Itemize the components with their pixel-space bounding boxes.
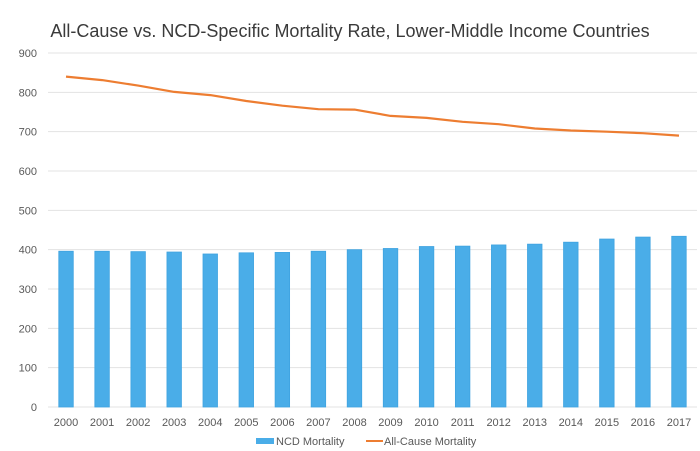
x-tick-label: 2015	[595, 417, 619, 429]
bar-ncd-mortality-2009	[382, 248, 399, 408]
legend-label-ncd-mortality: NCD Mortality	[276, 436, 345, 448]
legend-label-all-cause-mortality: All-Cause Mortality	[384, 436, 477, 448]
x-axis-ticks: 2000 2001 2002 2003 2004 2005 2006 2007 2008 2009…	[54, 417, 691, 429]
bar-ncd-mortality-2004	[202, 253, 218, 408]
bar-ncd-mortality-2008	[346, 249, 363, 408]
x-tick-label: 2009	[378, 417, 402, 429]
bar-ncd-mortality-2000	[58, 250, 74, 408]
bar-ncd-mortality-2017	[671, 235, 687, 408]
bar-ncd-mortality-2013	[527, 243, 543, 408]
bar-ncd-mortality-2015	[599, 238, 615, 408]
y-axis-ticks: 0 100 200 300 400 500 600 700 800 900	[19, 48, 37, 414]
y-tick-label: 500	[19, 205, 37, 217]
line-series	[65, 75, 680, 137]
x-tick-label: 2012	[486, 417, 510, 429]
bar-ncd-mortality-2006	[274, 252, 291, 408]
bar-ncd-mortality-2014	[563, 241, 579, 408]
bar-ncd-mortality-2003	[166, 251, 182, 408]
y-tick-label: 700	[19, 127, 37, 139]
bar-ncd-mortality-2011	[454, 245, 471, 408]
x-tick-label: 2008	[342, 417, 366, 429]
x-tick-label: 2014	[559, 417, 583, 429]
y-tick-label: 200	[19, 323, 37, 335]
x-tick-label: 2017	[667, 417, 691, 429]
y-tick-label: 900	[19, 48, 37, 60]
x-tick-label: 2010	[414, 417, 438, 429]
x-tick-label: 2011	[451, 417, 475, 429]
x-tick-label: 2005	[234, 417, 258, 429]
legend-swatch-ncd-mortality	[256, 438, 274, 444]
bar-series	[58, 235, 687, 408]
x-tick-label: 2006	[270, 417, 294, 429]
x-tick-label: 2007	[306, 417, 330, 429]
x-tick-label: 2000	[54, 417, 78, 429]
gridlines	[48, 52, 697, 408]
y-tick-label: 100	[19, 363, 37, 375]
bar-ncd-mortality-2007	[310, 250, 327, 408]
bar-ncd-mortality-2005	[238, 252, 254, 408]
y-tick-label: 800	[19, 87, 37, 99]
bar-ncd-mortality-2001	[94, 250, 110, 408]
y-tick-label: 600	[19, 166, 37, 178]
bar-ncd-mortality-2002	[130, 251, 146, 408]
x-tick-label: 2004	[198, 417, 222, 429]
bar-ncd-mortality-2010	[418, 246, 435, 408]
line-all-cause-mortality	[65, 75, 680, 137]
y-tick-label: 400	[19, 245, 37, 257]
bar-ncd-mortality-2012	[491, 244, 507, 408]
x-tick-label: 2016	[631, 417, 655, 429]
chart-title: All-Cause vs. NCD-Specific Mortality Rat…	[50, 21, 649, 41]
x-tick-label: 2001	[90, 417, 114, 429]
bar-ncd-mortality-2016	[635, 236, 651, 408]
x-tick-label: 2002	[126, 417, 150, 429]
x-tick-label: 2013	[523, 417, 547, 429]
x-tick-label: 2003	[162, 417, 186, 429]
y-tick-label: 300	[19, 284, 37, 296]
y-tick-label: 0	[31, 402, 37, 414]
legend: NCD Mortality All-Cause Mortality	[256, 436, 477, 448]
